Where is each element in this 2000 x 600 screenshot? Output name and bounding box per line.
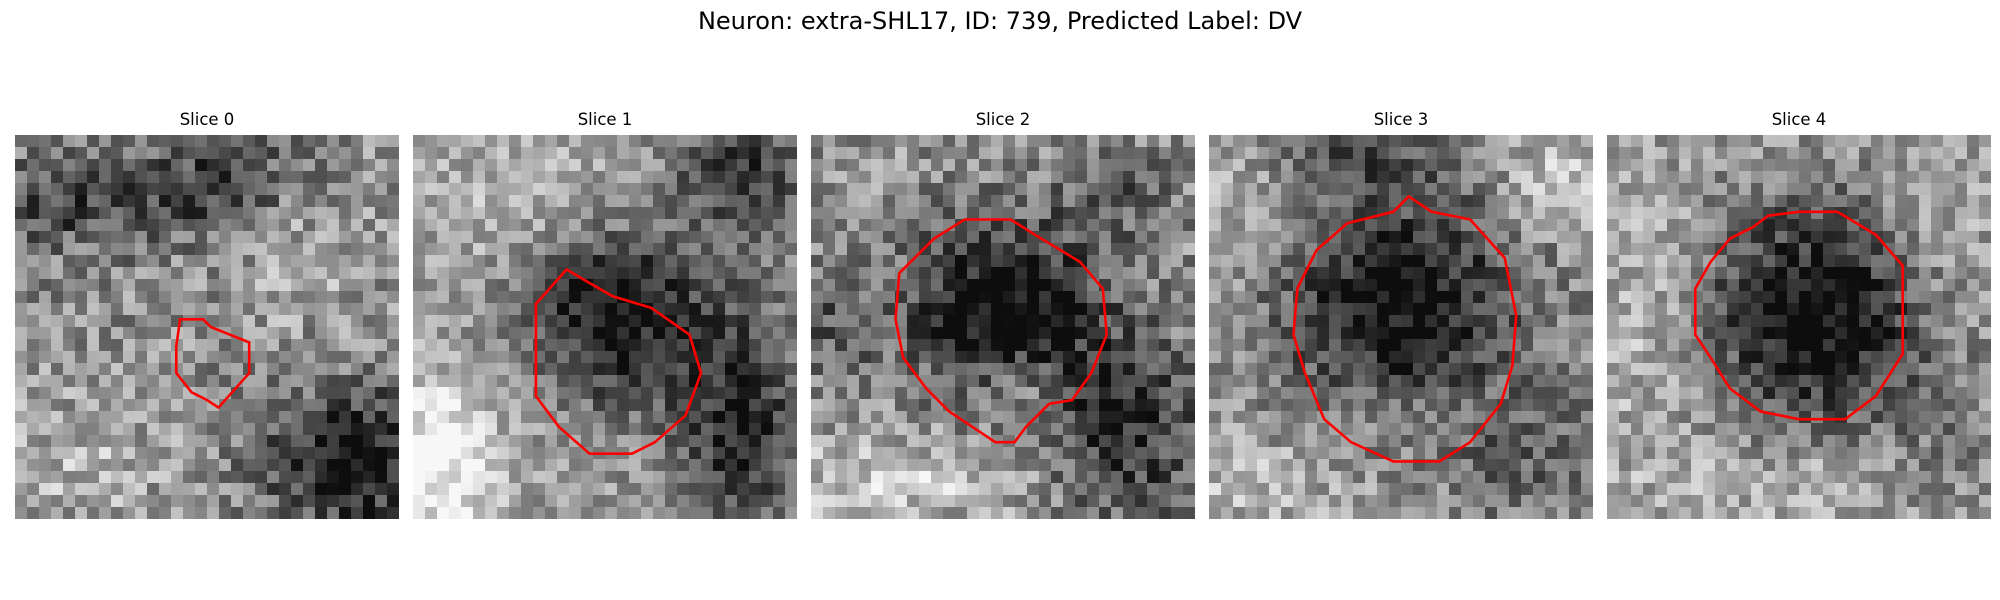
neuron-contour	[1292, 194, 1518, 463]
pixel-grid	[15, 135, 399, 519]
pixel-grid	[1607, 135, 1991, 519]
slice-image-1	[413, 135, 797, 519]
neuron-contour	[894, 218, 1109, 444]
slice-image-0	[15, 135, 399, 519]
neuron-contour	[175, 318, 251, 410]
slice-title: Slice 0	[179, 110, 235, 129]
pixel-grid	[413, 135, 797, 519]
slice-title: Slice 2	[975, 110, 1031, 129]
neuron-contour	[1694, 210, 1905, 421]
slice-image-4	[1607, 135, 1991, 519]
slice-title: Slice 4	[1771, 110, 1827, 129]
slice-title: Slice 1	[577, 110, 633, 129]
slice-title: Slice 3	[1373, 110, 1429, 129]
pixel-grid	[1209, 135, 1593, 519]
slice-image-2	[811, 135, 1195, 519]
neuron-contour	[534, 267, 703, 456]
figure-title: Neuron: extra-SHL17, ID: 739, Predicted …	[697, 7, 1303, 35]
slice-image-3	[1209, 135, 1593, 519]
pixel-grid	[811, 135, 1195, 519]
